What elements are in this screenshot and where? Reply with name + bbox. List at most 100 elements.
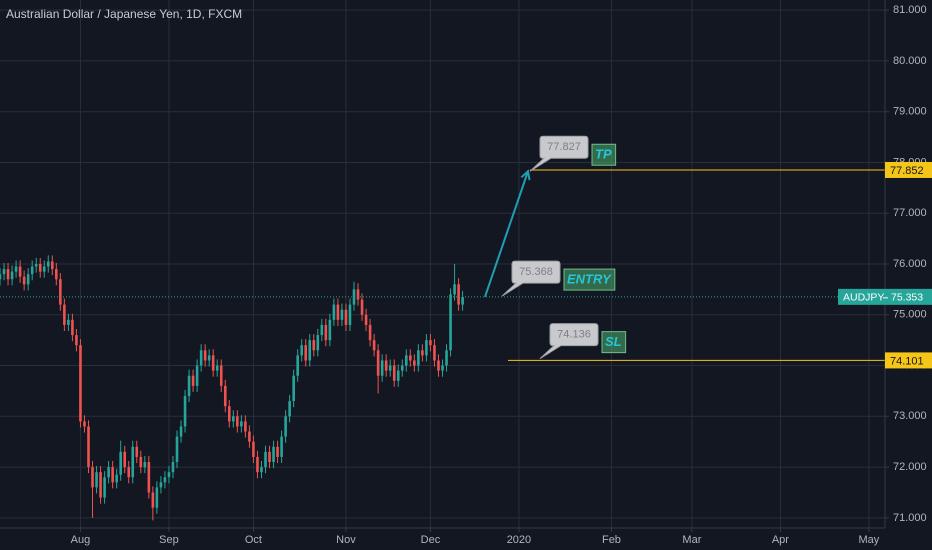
candle-body	[219, 365, 223, 386]
candle-body	[0, 274, 2, 280]
arrow-head	[520, 169, 531, 181]
candle-body	[67, 319, 70, 325]
candle-body	[14, 266, 18, 272]
callout-tag-text: SL	[605, 334, 622, 349]
candle-body	[328, 319, 332, 341]
callout-price: 75.368	[519, 266, 553, 278]
candle-body	[368, 324, 372, 341]
y-tick-label: 76.000	[893, 258, 927, 270]
candle-body	[457, 284, 460, 305]
candle-body	[123, 451, 127, 468]
candle-body	[316, 335, 320, 351]
y-tick-label: 71.000	[893, 512, 927, 524]
callout-tag	[601, 331, 627, 354]
candle-body	[131, 446, 135, 478]
candle-body	[107, 467, 110, 478]
candle-body	[119, 451, 122, 475]
candle-body	[95, 472, 98, 488]
candle-body	[248, 431, 251, 442]
last-price-label: 75.353	[891, 292, 923, 304]
candle-body	[449, 294, 452, 351]
callout-price: 74.136	[557, 329, 591, 341]
symbol-label: AUDJPY	[843, 292, 884, 304]
candle-body	[215, 365, 219, 371]
y-tick-label: 72.000	[893, 461, 927, 473]
candle-body	[441, 365, 444, 371]
candle-body	[6, 269, 10, 280]
candles	[0, 255, 464, 521]
level-tag	[885, 352, 932, 369]
candle-body	[392, 365, 396, 381]
y-tick-label: 77.000	[893, 207, 927, 219]
candle-body	[425, 340, 428, 356]
last-price-tag	[838, 288, 932, 305]
candle-body	[34, 264, 38, 267]
candle-body	[417, 350, 420, 366]
candle-body	[127, 467, 131, 478]
candle-body	[195, 365, 199, 386]
candle-body	[75, 335, 78, 346]
candle-body	[264, 451, 267, 468]
candle-body	[308, 340, 312, 361]
level-tag	[885, 161, 932, 178]
candle-body	[396, 370, 400, 381]
candle-body	[223, 385, 227, 407]
y-tick-label: 79.000	[893, 106, 927, 118]
candle-body	[46, 261, 50, 267]
candle-body	[429, 340, 432, 346]
candle-body	[159, 482, 163, 488]
candle-body	[155, 487, 159, 508]
candle-body	[364, 314, 368, 325]
candle-body	[211, 355, 215, 371]
candle-body	[22, 276, 26, 285]
grid	[0, 0, 885, 528]
candle-body	[372, 340, 376, 351]
x-tick-label: Oct	[245, 534, 262, 546]
candle-body	[18, 266, 22, 277]
candle-body	[380, 360, 384, 376]
callout-tag-text: TP	[595, 147, 612, 162]
candle-body	[421, 350, 424, 356]
candle-body	[260, 467, 263, 473]
y-tick-label: 73.000	[893, 410, 927, 422]
candle-body	[227, 406, 231, 422]
candle-body	[42, 266, 46, 272]
callout-tag-text: ENTRY	[567, 272, 612, 287]
candle-body	[191, 375, 195, 386]
candle-body	[151, 492, 155, 508]
candle-body	[409, 355, 412, 361]
candle-body	[304, 345, 308, 361]
candle-body	[236, 416, 239, 427]
candle-body	[50, 261, 54, 270]
x-tick-label: Feb	[602, 534, 621, 546]
candle-body	[2, 269, 6, 275]
candle-body	[175, 436, 179, 462]
y-tick-label: 75.000	[893, 309, 927, 321]
x-tick-label: Sep	[159, 534, 179, 546]
callout-box	[501, 260, 561, 297]
candle-body	[300, 345, 304, 356]
candle-body	[87, 426, 90, 468]
candle-body	[135, 446, 139, 457]
candle-body	[336, 304, 340, 320]
candle-body	[26, 274, 30, 285]
candle-body	[232, 416, 235, 422]
candle-body	[252, 441, 255, 457]
candle-body	[348, 304, 352, 325]
candle-body	[187, 375, 191, 396]
axes: 71.00072.00073.00074.00075.00076.00077.0…	[71, 4, 932, 546]
candle-body	[388, 365, 392, 371]
candle-body	[91, 467, 94, 488]
callout-tag	[563, 268, 616, 291]
candle-body	[183, 396, 187, 427]
chart-title: Australian Dollar / Japanese Yen, 1D, FX…	[6, 7, 242, 21]
level-tag-label: 74.101	[890, 355, 924, 367]
candle-body	[445, 350, 448, 366]
candle-body	[83, 421, 86, 427]
x-tick-label: Dec	[421, 534, 441, 546]
candle-body	[99, 472, 102, 498]
candle-body	[404, 355, 408, 366]
candle-body	[437, 360, 440, 371]
candle-body	[344, 309, 348, 325]
